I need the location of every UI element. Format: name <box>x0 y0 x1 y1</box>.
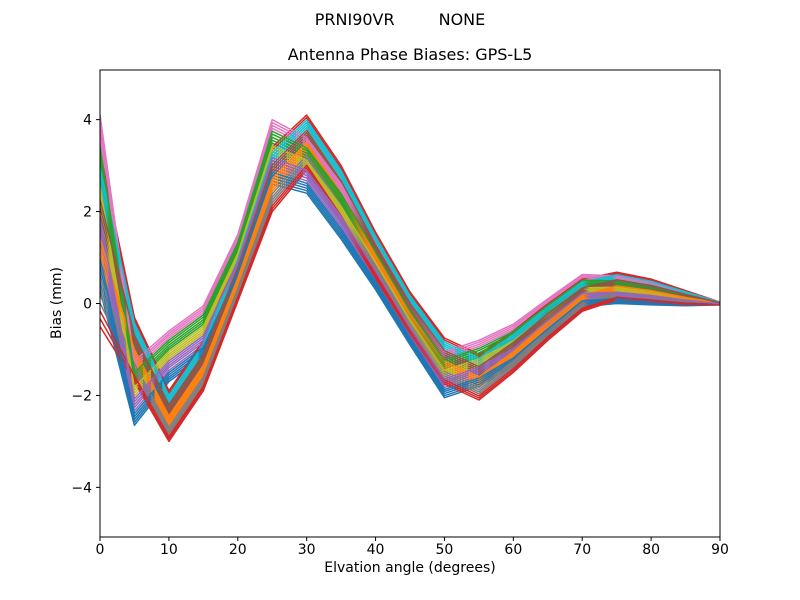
y-tick-label: −2 <box>71 388 92 404</box>
x-tick-label: 0 <box>96 542 105 558</box>
y-axis-label: Bias (mm) <box>49 266 65 340</box>
series-line-42 <box>100 130 720 374</box>
x-tick-label: 70 <box>573 542 591 558</box>
y-tick-label: −4 <box>71 480 92 496</box>
series-line-41 <box>100 141 720 417</box>
x-tick-label: 50 <box>436 542 454 558</box>
x-tick-label: 10 <box>160 542 178 558</box>
figure-title-right: NONE <box>438 10 486 29</box>
y-tick-label: 0 <box>83 297 92 313</box>
figure-title-left: PRNI90VR <box>314 10 395 29</box>
series-line-39 <box>100 119 720 397</box>
x-axis-label: Elvation angle (degrees) <box>324 560 496 576</box>
x-tick-label: 40 <box>367 542 385 558</box>
x-tick-label: 30 <box>298 542 316 558</box>
x-tick-label: 60 <box>504 542 522 558</box>
x-tick-label: 90 <box>711 542 729 558</box>
series-line-38 <box>100 145 720 389</box>
series-line-40 <box>100 171 720 415</box>
x-tick-label: 80 <box>642 542 660 558</box>
axes-title: Antenna Phase Biases: GPS-L5 <box>287 45 533 64</box>
series-line-44 <box>100 156 720 400</box>
figure-title-row: PRNI90VR NONE <box>0 10 800 29</box>
y-tick-label: 2 <box>83 205 92 221</box>
series-line-20 <box>100 177 720 421</box>
series-line-30 <box>100 174 720 418</box>
series-group <box>100 114 720 443</box>
series-line-43 <box>100 164 720 438</box>
series-line-45 <box>100 129 720 406</box>
y-tick-label: 4 <box>83 113 92 129</box>
x-tick-label: 20 <box>229 542 247 558</box>
